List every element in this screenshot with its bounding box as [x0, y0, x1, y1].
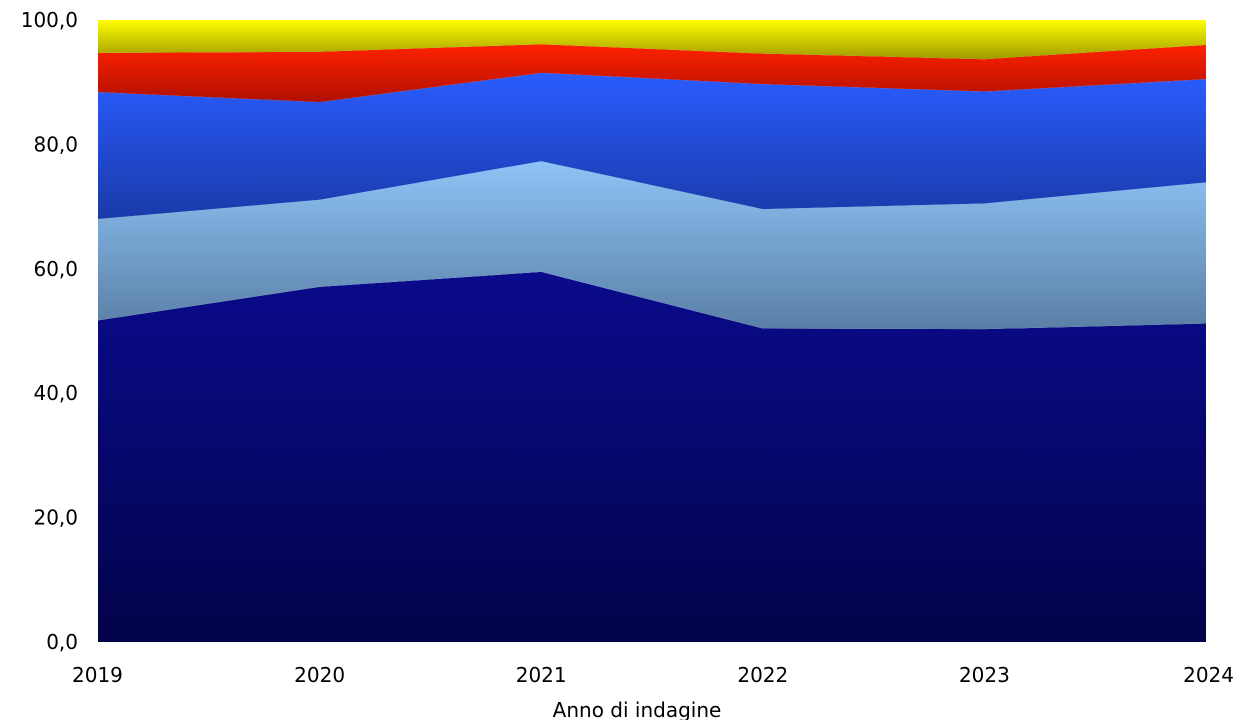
y-tick-label: 60,0 — [33, 257, 78, 281]
y-tick-label: 100,0 — [21, 8, 78, 32]
y-tick-label: 20,0 — [33, 506, 78, 530]
x-tick-label: 2024 — [1183, 663, 1234, 687]
x-tick-label: 2022 — [737, 663, 788, 687]
x-tick-label: 2019 — [72, 663, 123, 687]
y-tick-label: 80,0 — [33, 132, 78, 156]
x-tick-label: 2021 — [516, 663, 567, 687]
y-axis: 0,0 20,0 40,0 60,0 80,0 100,0 — [21, 8, 78, 654]
x-axis-title: Anno di indagine — [553, 698, 722, 720]
x-tick-label: 2023 — [959, 663, 1010, 687]
y-tick-label: 0,0 — [46, 630, 78, 654]
y-tick-label: 40,0 — [33, 381, 78, 405]
x-tick-label: 2020 — [294, 663, 345, 687]
x-axis: 2019 2020 2021 2022 2023 2024 — [72, 663, 1234, 687]
areas-group — [98, 20, 1206, 642]
